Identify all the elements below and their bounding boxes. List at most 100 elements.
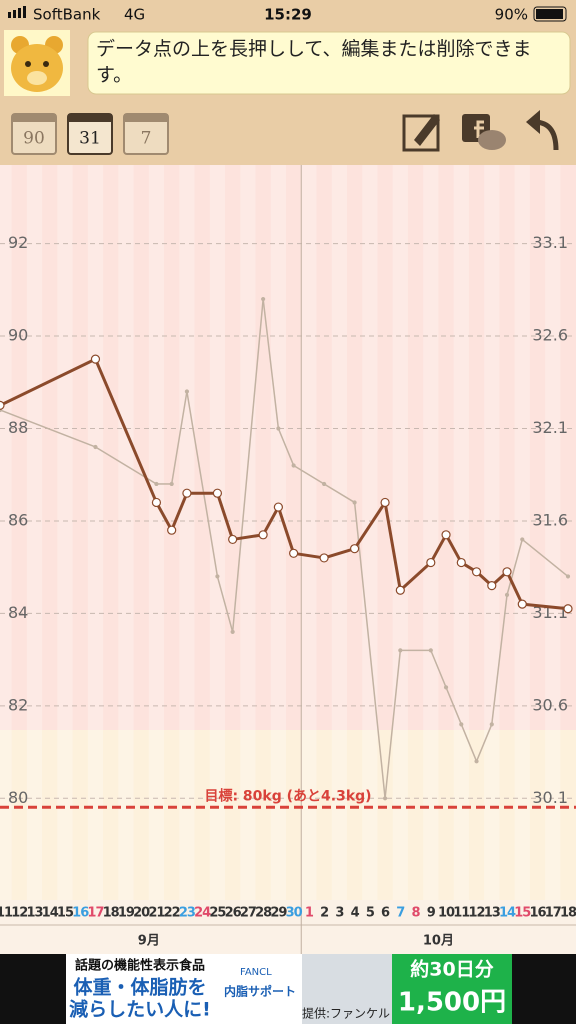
back-icon[interactable]	[526, 110, 559, 151]
ad-text: FANCL	[240, 967, 272, 978]
day-stripe	[87, 165, 104, 900]
x-tick-label: 14	[499, 906, 516, 921]
data-point	[289, 548, 299, 558]
x-tick-label: 3	[335, 906, 344, 921]
clock: 15:29	[264, 6, 312, 24]
ad-text: 内脂サポート	[224, 984, 296, 999]
series-segment	[353, 501, 387, 550]
series-segment	[475, 724, 493, 762]
series-segment	[506, 539, 523, 596]
x-tick-label: 6	[381, 906, 390, 921]
data-point	[261, 296, 266, 302]
data-point	[382, 796, 388, 801]
data-point	[93, 444, 98, 450]
series-segment	[0, 409, 96, 448]
day-stripe	[453, 165, 469, 900]
month-label: 9月	[138, 934, 160, 949]
series-segment	[445, 687, 462, 725]
range-button-top	[68, 114, 112, 122]
data-point	[151, 497, 162, 508]
series-segment	[430, 650, 447, 688]
data-point	[502, 567, 512, 577]
axis-bg	[0, 900, 576, 954]
day-stripe	[270, 165, 286, 900]
data-point	[398, 648, 403, 653]
range-buttons: 90 31 7	[11, 113, 169, 155]
y-tick-label: 86	[8, 510, 28, 529]
day-stripe	[362, 165, 378, 900]
day-stripe	[484, 165, 500, 900]
data-point	[563, 604, 573, 614]
data-point	[215, 574, 220, 579]
data-point	[459, 722, 464, 727]
y2-tick-label: 32.6	[532, 326, 568, 345]
data-point	[228, 534, 238, 545]
data-point	[471, 567, 482, 577]
data-point	[443, 685, 449, 690]
carrier: SoftBank	[33, 6, 101, 24]
data-point	[489, 722, 494, 727]
data-point	[273, 502, 283, 512]
range-button-label: 90	[23, 129, 45, 149]
ad-text: 体重・体脂肪を	[73, 976, 206, 999]
series-segment	[231, 298, 264, 632]
data-point	[517, 599, 527, 609]
range-button-top	[12, 114, 56, 122]
series-segment	[522, 602, 569, 611]
ad-text: 話題の機能性表示食品	[75, 958, 205, 974]
series-segment	[186, 391, 219, 577]
x-tick-label: 7	[396, 906, 405, 921]
edit-icon[interactable]	[402, 114, 440, 152]
ad-text: 約30日分	[410, 958, 493, 981]
series-segment	[491, 594, 508, 725]
day-stripe	[179, 165, 195, 900]
series-segment	[323, 547, 356, 560]
x-tick-label: 27	[240, 906, 257, 921]
series-segment	[232, 533, 264, 541]
day-stripe	[240, 165, 256, 900]
series-segment	[94, 358, 158, 504]
x-tick-label: 11	[0, 906, 13, 921]
y-tick-label: 80	[8, 788, 28, 807]
network: 4G	[124, 6, 145, 24]
share-icon[interactable]	[462, 114, 506, 150]
x-tick-label: 13	[26, 906, 43, 921]
data-point	[90, 354, 101, 364]
data-point	[322, 481, 327, 487]
y2-tick-label: 30.6	[532, 695, 568, 714]
series-segment	[0, 357, 97, 407]
x-tick-label: 16	[529, 906, 546, 921]
x-tick-label: 22	[164, 906, 180, 921]
series-segment	[383, 502, 402, 591]
x-tick-label: 13	[484, 906, 501, 921]
range-button-label: 7	[141, 129, 152, 149]
ad-text: 1,500円	[398, 988, 506, 1018]
data-point	[395, 585, 405, 595]
data-point	[520, 537, 525, 542]
data-point	[504, 592, 510, 598]
y2-tick-label: 31.6	[532, 510, 568, 529]
ad-banner[interactable]: 話題の機能性表示食品 体重・体脂肪を 減らしたい人に! FANCL 内脂サポート…	[66, 954, 512, 1024]
data-point	[319, 553, 329, 563]
x-tick-label: 9	[427, 906, 436, 921]
status-bar: SoftBank 4G 15:29 90%	[8, 6, 567, 24]
bear-icon	[4, 30, 70, 96]
day-stripe	[545, 165, 561, 900]
y-tick-label: 82	[8, 695, 28, 714]
data-point	[428, 648, 433, 653]
data-point	[456, 557, 466, 568]
series-segment	[155, 501, 173, 531]
y2-tick-label: 32.1	[532, 418, 568, 437]
series-segment	[521, 538, 569, 577]
x-tick-label: 17	[545, 906, 562, 921]
y2-tick-label: 30.1	[532, 788, 568, 807]
x-tick-label: 1	[305, 906, 314, 921]
series-segment	[170, 391, 188, 485]
data-point	[352, 500, 357, 505]
y-tick-label: 90	[8, 326, 28, 345]
data-point	[565, 574, 571, 579]
series-segment	[216, 576, 234, 633]
x-tick-label: 12	[11, 906, 27, 921]
data-point	[167, 525, 177, 535]
x-tick-label: 10	[438, 906, 455, 921]
